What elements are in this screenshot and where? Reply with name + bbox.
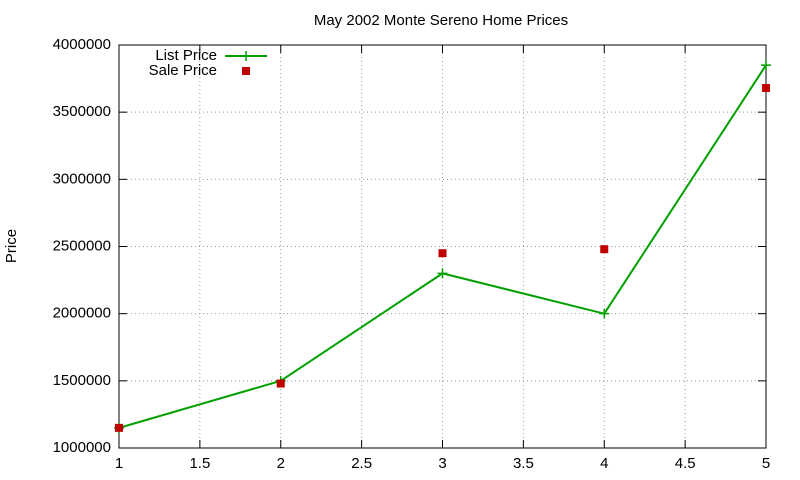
plot-frame bbox=[118, 44, 767, 449]
chart-title: May 2002 Monte Sereno Home Prices bbox=[314, 12, 568, 29]
y-tick-label: 2500000 bbox=[53, 237, 111, 254]
y-tick-label: 3500000 bbox=[53, 103, 111, 120]
legend-label: Sale Price bbox=[149, 62, 217, 79]
point bbox=[762, 83, 770, 92]
point bbox=[276, 379, 285, 388]
point bbox=[599, 308, 610, 319]
point bbox=[437, 268, 448, 279]
y-tick-label: 1000000 bbox=[53, 439, 111, 456]
y-tick-label: 2000000 bbox=[53, 305, 111, 322]
x-tick-label: 3.5 bbox=[513, 455, 534, 472]
point bbox=[600, 245, 609, 254]
x-tick-label: 3 bbox=[438, 455, 446, 472]
x-tick-label: 5 bbox=[762, 455, 770, 472]
x-tick-label: 2.5 bbox=[351, 455, 372, 472]
y-tick-label: 1500000 bbox=[53, 372, 111, 389]
legend-swatch bbox=[241, 51, 251, 61]
x-tick-label: 4 bbox=[600, 455, 608, 472]
x-tick-label: 1 bbox=[115, 455, 123, 472]
y-axis-label: Price bbox=[3, 229, 20, 263]
x-tick-label: 4.5 bbox=[675, 455, 696, 472]
legend-swatch bbox=[242, 67, 250, 75]
point bbox=[438, 249, 447, 258]
point bbox=[115, 423, 123, 432]
y-tick-label: 4000000 bbox=[53, 36, 111, 53]
x-tick-label: 2 bbox=[277, 455, 285, 472]
x-tick-label: 1.5 bbox=[189, 455, 210, 472]
point bbox=[761, 60, 771, 71]
y-tick-label: 3000000 bbox=[53, 170, 111, 187]
legend-label: List Price bbox=[155, 47, 217, 64]
